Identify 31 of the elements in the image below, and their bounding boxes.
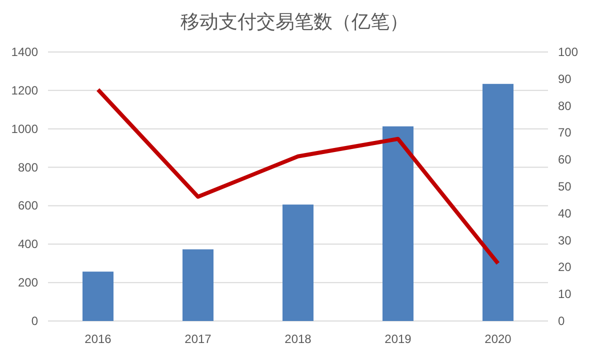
y-tick-label: 200 — [18, 276, 38, 290]
chart-title: 移动支付交易笔数（亿笔） — [180, 11, 408, 33]
y-tick-label: 600 — [18, 198, 38, 213]
x-tick-label: 2016 — [84, 332, 112, 346]
line-series — [96, 88, 500, 266]
bar — [382, 126, 414, 321]
bar — [82, 272, 114, 321]
y2-tick-label: 40 — [558, 206, 572, 220]
x-tick-label: 2020 — [484, 332, 512, 346]
y2-tick-label: 50 — [558, 180, 572, 194]
y2-tick-label: 70 — [558, 126, 572, 140]
y2-tick-label: 10 — [558, 287, 572, 302]
y-tick-label: 1000 — [11, 122, 38, 136]
y-tick-label: 1400 — [11, 45, 38, 59]
y2-tick-label: 100 — [558, 45, 578, 59]
y-tick-label: 1200 — [11, 83, 38, 98]
bar — [482, 84, 514, 321]
x-tick-label: 2019 — [384, 332, 412, 346]
y2-tick-label: 20 — [558, 260, 572, 274]
y-tick-label: 800 — [18, 160, 38, 174]
y-tick-label: 400 — [18, 237, 38, 252]
y-tick-label: 0 — [31, 314, 38, 328]
y2-tick-label: 0 — [558, 314, 565, 328]
y2-tick-label: 80 — [558, 98, 572, 113]
bar — [182, 249, 214, 321]
y2-tick-label: 90 — [558, 72, 572, 86]
y2-tick-label: 30 — [558, 233, 572, 248]
bar — [282, 204, 314, 321]
x-tick-label: 2018 — [284, 332, 312, 346]
y2-tick-label: 60 — [558, 152, 572, 167]
x-tick-label: 2017 — [184, 332, 212, 346]
